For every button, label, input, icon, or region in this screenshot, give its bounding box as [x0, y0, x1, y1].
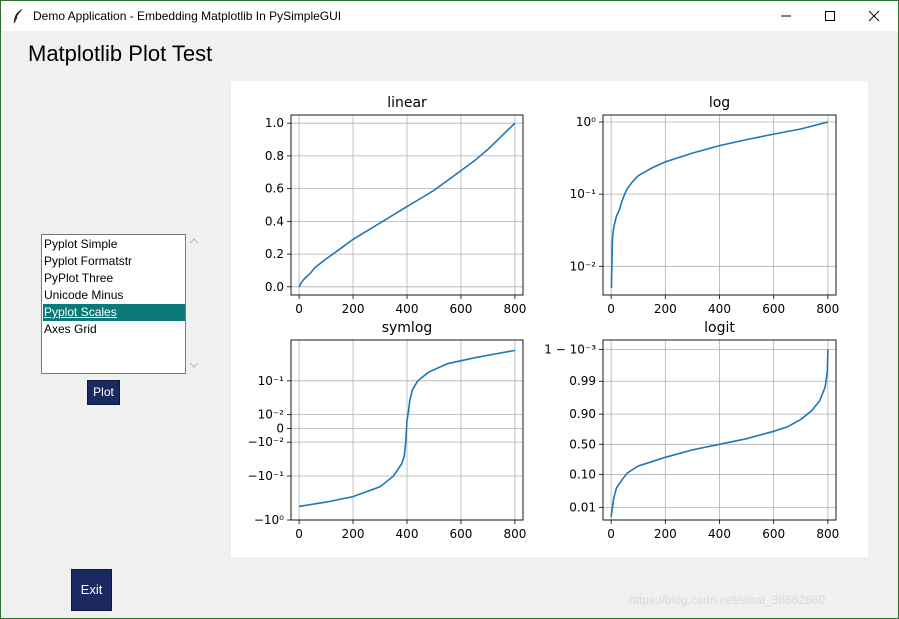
x-tick-label: 200	[654, 302, 677, 316]
y-tick-label: 0.90	[569, 407, 596, 421]
subplot-symlog: 0 200 400 600 800−10⁰−10⁻¹−10⁻²010⁻²10⁻¹syml…	[248, 320, 527, 541]
maximize-icon	[825, 11, 835, 21]
list-item-pyplot-three[interactable]: PyPlot Three	[44, 271, 114, 285]
watermark: https://blog.csdn.net/sinat_38682860	[629, 593, 826, 607]
x-tick-label: 400	[708, 527, 731, 541]
x-tick-label: 0	[295, 302, 303, 316]
y-tick-label: 10⁻¹	[258, 374, 285, 388]
list-item-pyplot-simple[interactable]: Pyplot Simple	[44, 237, 118, 251]
y-tick-label: 0.01	[569, 500, 596, 514]
subplot-linear: 0 200 400 600 800 0.0 0.2 0.4 0.6 0.8 1.0 linear	[265, 95, 526, 316]
title-bar: Demo Application - Embedding Matplotlib …	[1, 1, 898, 31]
subplot-logit: 0 200 400 600 800 0.01 0.10 0.50 0.90 0.99 1 − 10⁻…	[544, 320, 839, 541]
x-tick-label: 200	[342, 527, 365, 541]
y-tick-label: 0.99	[569, 374, 596, 388]
y-tick-label: 10⁻¹	[570, 187, 597, 201]
x-tick-label: 600	[450, 527, 473, 541]
y-tick-label: −10⁻²	[248, 435, 285, 449]
y-tick-label: 1.0	[265, 116, 284, 130]
y-tick-label: 1 − 10⁻³	[544, 343, 596, 357]
window-title: Demo Application - Embedding Matplotlib …	[33, 9, 342, 23]
subplot-log: 0 200 400 600 800 10⁻² 10⁻¹ 10⁰ log	[570, 95, 840, 316]
y-tick-label: 0	[276, 421, 284, 435]
y-tick-label: 10⁻²	[570, 259, 597, 273]
scroll-down-icon[interactable]	[189, 362, 199, 368]
series-line	[298, 349, 516, 508]
axes-frame	[290, 114, 524, 296]
x-tick-label: 400	[396, 527, 419, 541]
plot-figure: 0 200 400 600 800 0.0 0.2 0.4 0.6 0.8 1.0 linear 0 20…	[248, 95, 840, 541]
feather-icon	[11, 8, 25, 24]
x-tick-label: 600	[450, 302, 473, 316]
subplot-title: symlog	[382, 320, 433, 336]
y-tick-label: 0.2	[265, 247, 284, 261]
list-item-pyplot-formatstr[interactable]: Pyplot Formatstr	[44, 254, 133, 268]
x-tick-label: 200	[654, 527, 677, 541]
list-item-unicode-minus[interactable]: Unicode Minus	[44, 288, 124, 302]
y-tick-label: 0.50	[569, 437, 596, 451]
x-tick-label: 0	[295, 527, 303, 541]
axes-frame	[602, 114, 837, 296]
series-line	[298, 122, 516, 288]
x-tick-label: 600	[762, 527, 785, 541]
maximize-button[interactable]	[808, 1, 852, 31]
minimize-button[interactable]	[764, 1, 808, 31]
y-tick-label: −10⁻¹	[248, 469, 285, 483]
series-line	[610, 121, 829, 289]
x-tick-label: 400	[708, 302, 731, 316]
plot-listbox[interactable]: Pyplot Simple Pyplot Formatstr PyPlot Th…	[41, 234, 186, 374]
list-item-pyplot-scales[interactable]: Pyplot Scales	[43, 304, 185, 321]
x-tick-label: 400	[396, 302, 419, 316]
y-tick-label: 10⁻²	[258, 408, 285, 422]
y-tick-label: 0.8	[265, 149, 284, 163]
axes-frame	[290, 339, 524, 521]
axes-frame	[602, 339, 837, 521]
series-line	[610, 349, 829, 518]
x-tick-label: 800	[503, 527, 526, 541]
x-tick-label: 200	[342, 302, 365, 316]
subplot-title: logit	[704, 320, 735, 336]
y-tick-label: 0.10	[569, 467, 596, 481]
minimize-icon	[781, 15, 791, 17]
page-title: Matplotlib Plot Test	[28, 41, 213, 66]
y-tick-label: 0.6	[265, 182, 284, 196]
scroll-up-icon[interactable]	[189, 238, 199, 244]
exit-button[interactable]: Exit	[71, 569, 112, 611]
subplot-title: log	[709, 95, 730, 111]
x-tick-label: 600	[762, 302, 785, 316]
y-tick-label: 10⁰	[576, 115, 596, 129]
plot-canvas: 0 200 400 600 800 0.0 0.2 0.4 0.6 0.8 1.0 linear 0 20…	[231, 81, 868, 557]
close-button[interactable]	[852, 1, 896, 31]
x-tick-label: 800	[503, 302, 526, 316]
close-icon	[868, 10, 880, 22]
x-tick-label: 0	[607, 527, 615, 541]
y-tick-label: −10⁰	[254, 513, 284, 527]
x-tick-label: 800	[816, 527, 839, 541]
plot-button[interactable]: Plot	[87, 380, 120, 405]
x-tick-label: 800	[816, 302, 839, 316]
subplot-title: linear	[387, 95, 427, 111]
list-item-axes-grid[interactable]: Axes Grid	[44, 322, 97, 336]
x-tick-label: 0	[607, 302, 615, 316]
listbox-scrollbar[interactable]	[186, 234, 202, 372]
y-tick-label: 0.0	[265, 280, 284, 294]
y-tick-label: 0.4	[265, 214, 284, 228]
